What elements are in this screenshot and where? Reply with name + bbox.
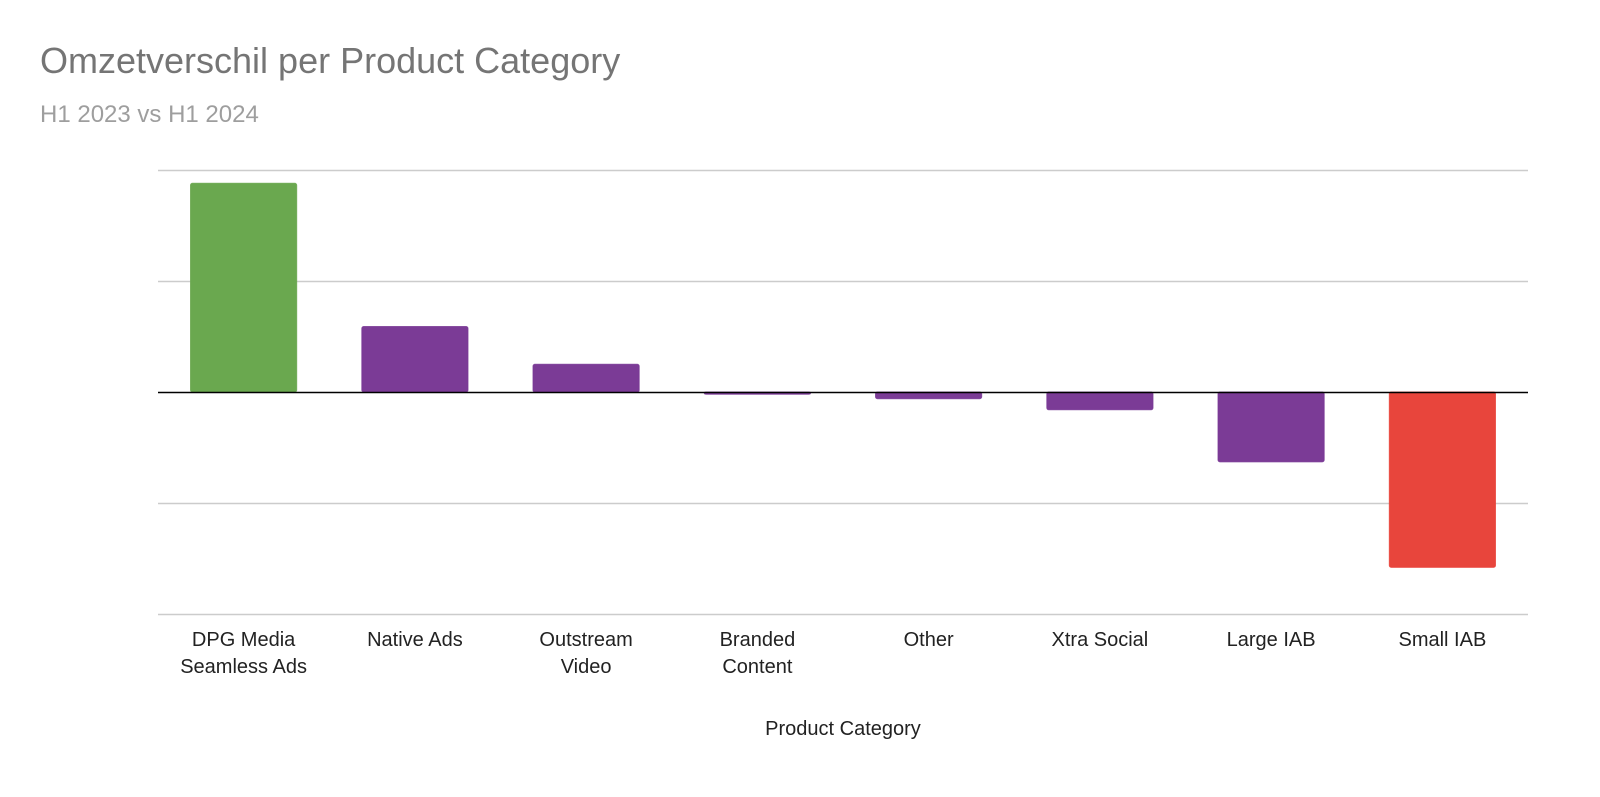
x-tick-label: Small IAB xyxy=(1398,629,1486,651)
x-tick-label: Xtra Social xyxy=(1052,629,1149,651)
x-tick-label: Large IAB xyxy=(1227,629,1316,651)
bars xyxy=(190,182,1497,568)
bar xyxy=(190,182,298,393)
x-tick-label: DPG Media Seamless Ads xyxy=(180,629,307,678)
x-tick-label: Branded Content xyxy=(720,629,796,678)
bar xyxy=(532,363,640,393)
bar xyxy=(361,326,469,393)
x-tick-labels: DPG Media Seamless Ads Native Ads Outstream… xyxy=(180,629,1486,678)
x-tick-label: Other xyxy=(904,629,954,651)
bar xyxy=(1388,391,1497,568)
chart-title: Omzetverschil per Product Category xyxy=(40,40,621,81)
gridlines xyxy=(158,169,1528,616)
chart-subtitle: H1 2023 vs H1 2024 xyxy=(40,101,259,128)
x-tick-label: Outstream Video xyxy=(539,629,632,678)
x-tick-label: Native Ads xyxy=(367,629,463,651)
bar xyxy=(1046,391,1154,411)
x-axis-title: Product Category xyxy=(765,718,921,740)
bar xyxy=(1217,391,1325,463)
